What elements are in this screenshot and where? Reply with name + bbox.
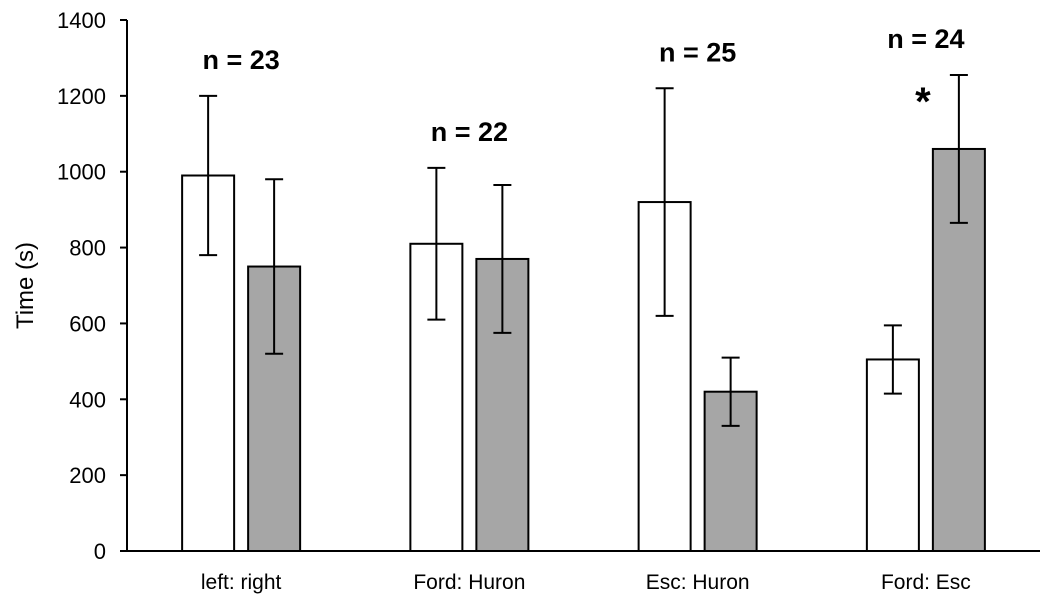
y-tick-label: 600 [69, 311, 106, 336]
n-label: n = 22 [431, 117, 508, 147]
error-bars [199, 73, 968, 427]
y-tick-label: 1200 [57, 84, 106, 109]
y-tick-labels: 0 200 400 600 800 1000 1200 1400 [57, 8, 106, 564]
bar-white [409, 242, 464, 552]
category-label: Ford: Esc [881, 571, 971, 594]
y-tick-label: 1000 [57, 160, 106, 185]
category-label: Esc: Huron [646, 571, 750, 594]
bars [181, 147, 986, 553]
y-tick-label: 800 [69, 236, 106, 261]
y-tick-label: 200 [69, 463, 106, 488]
y-tick-label: 400 [69, 387, 106, 412]
category-label: Ford: Huron [413, 571, 525, 594]
n-label: n = 24 [887, 24, 964, 54]
category-labels: left: right Ford: Huron Esc: Huron Ford: Es… [201, 571, 971, 594]
y-axis-title: Time (s) [12, 242, 39, 329]
n-label: n = 25 [659, 37, 736, 67]
bar-gray [931, 147, 986, 552]
n-labels: n = 23 n = 22 n = 25 n = 24 * [202, 24, 964, 147]
category-label: left: right [201, 571, 282, 594]
significance-marker: * [915, 80, 931, 124]
n-label: n = 23 [202, 45, 279, 75]
y-tick-label: 0 [94, 539, 106, 564]
y-tick-label: 1400 [57, 8, 106, 33]
